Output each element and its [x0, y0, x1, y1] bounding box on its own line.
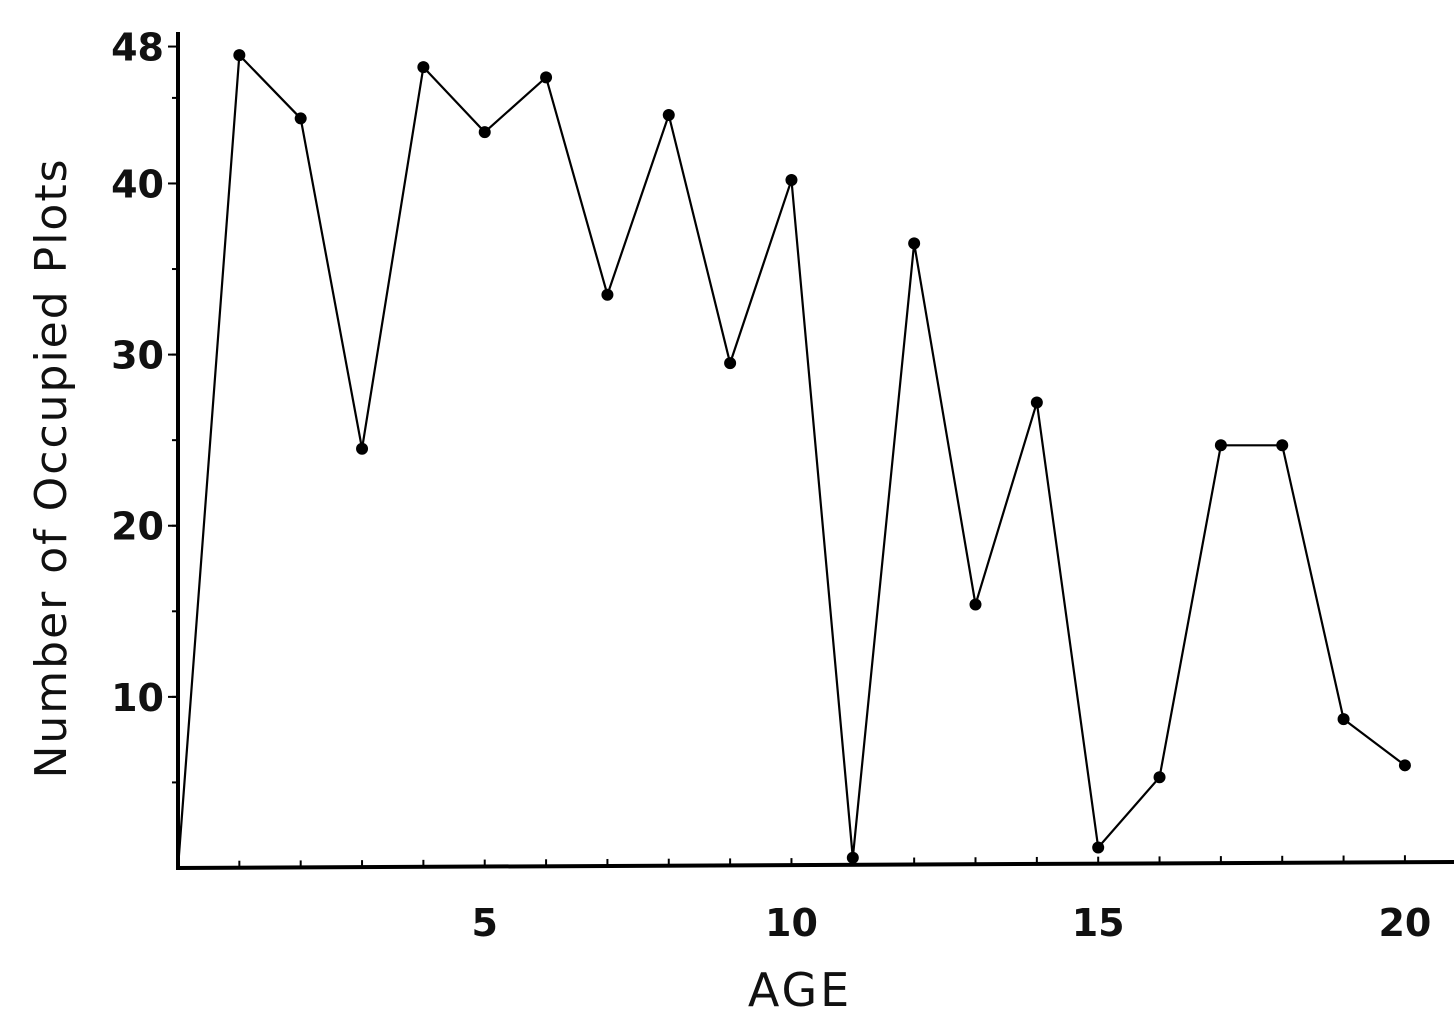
data-point — [478, 126, 491, 139]
y-axis-label: Number of Occupied Plots — [26, 157, 77, 778]
data-point — [1214, 439, 1227, 452]
y-tick-label: 30 — [111, 334, 164, 378]
data-point — [1398, 759, 1411, 772]
data-point — [601, 288, 614, 301]
y-tick-label: 20 — [111, 505, 164, 549]
data-point — [846, 851, 859, 864]
data-point — [294, 112, 307, 125]
x-tick-label: 5 — [472, 901, 498, 945]
data-point — [908, 237, 921, 250]
data-point — [1092, 841, 1105, 854]
x-axis-label: AGE — [748, 963, 852, 1017]
data-point — [724, 357, 737, 370]
y-axis-ticks: 10 20 30 40 48 — [111, 26, 178, 784]
data-point — [1030, 396, 1043, 409]
data-point — [356, 442, 369, 455]
axes — [175, 32, 1454, 870]
x-tick-label: 20 — [1378, 901, 1431, 945]
data-point — [1153, 771, 1166, 784]
y-axis-title: Number of Occupied Plots — [26, 157, 77, 778]
data-point — [1337, 713, 1350, 726]
data-series — [176, 49, 1411, 869]
data-point — [540, 71, 553, 84]
x-tick-label: 10 — [765, 901, 818, 945]
data-point — [233, 49, 246, 62]
data-point — [1276, 439, 1289, 452]
y-tick-label: 48 — [111, 26, 164, 70]
data-point — [969, 598, 982, 611]
y-tick-label: 10 — [111, 676, 164, 720]
x-axis-line — [175, 860, 1454, 870]
data-point — [417, 61, 430, 74]
y-tick-label: 40 — [111, 162, 164, 206]
data-point — [662, 109, 675, 122]
data-point — [785, 174, 798, 187]
x-tick-label: 15 — [1072, 901, 1125, 945]
